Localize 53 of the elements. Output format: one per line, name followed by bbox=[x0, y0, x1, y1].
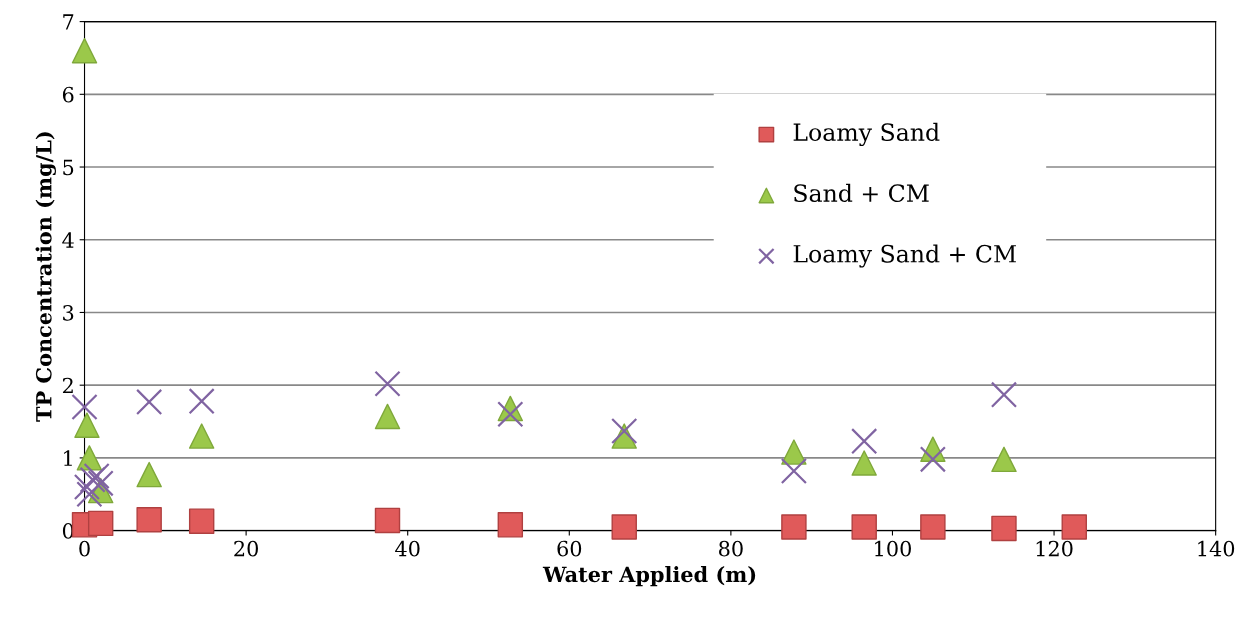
legend-label: Loamy Sand bbox=[793, 122, 940, 146]
y-tick-label: 5 bbox=[63, 159, 74, 176]
point bbox=[781, 514, 807, 540]
point bbox=[497, 401, 524, 428]
point bbox=[374, 370, 401, 397]
point bbox=[73, 473, 101, 501]
point bbox=[136, 506, 162, 533]
point bbox=[991, 446, 1017, 473]
x-tick-label: 80 bbox=[719, 540, 743, 557]
point bbox=[136, 388, 163, 416]
y-tick-label: 1 bbox=[64, 450, 72, 466]
x-tick-label: 60 bbox=[557, 540, 582, 557]
y-tick-label: 7 bbox=[63, 14, 74, 30]
point bbox=[76, 445, 103, 471]
point bbox=[188, 388, 215, 415]
point bbox=[188, 508, 215, 534]
x-tick-label: 140 bbox=[1198, 540, 1235, 557]
point bbox=[611, 514, 637, 540]
point bbox=[71, 393, 98, 421]
y-axis-title: TP Concentration (mg/L) bbox=[35, 132, 56, 422]
point bbox=[87, 510, 114, 537]
y-tick-label: 6 bbox=[62, 86, 74, 103]
point bbox=[919, 446, 947, 473]
legend-label: Loamy Sand + CM bbox=[793, 244, 1016, 268]
point bbox=[1061, 514, 1087, 540]
point bbox=[991, 515, 1017, 542]
point bbox=[71, 37, 98, 64]
point bbox=[76, 481, 103, 508]
x-tick-label: 0 bbox=[79, 540, 90, 557]
point bbox=[781, 439, 807, 465]
point bbox=[851, 514, 877, 540]
x-tick-label: 100 bbox=[875, 540, 911, 557]
x-tick-label: 20 bbox=[234, 540, 258, 557]
y-tick-label: 4 bbox=[62, 232, 74, 248]
point bbox=[990, 381, 1018, 408]
point bbox=[497, 512, 524, 538]
x-axis-title: Water Applied (m) bbox=[542, 566, 756, 587]
point bbox=[851, 428, 878, 455]
point bbox=[87, 470, 114, 497]
x-tick-label: 40 bbox=[395, 540, 420, 557]
point bbox=[188, 423, 215, 449]
point bbox=[780, 457, 808, 485]
point bbox=[920, 514, 946, 540]
point bbox=[374, 403, 401, 430]
legend-label: Sand + CM bbox=[794, 183, 929, 203]
x-tick-label: 120 bbox=[1036, 540, 1073, 557]
point bbox=[74, 412, 100, 438]
point bbox=[136, 461, 162, 488]
point bbox=[611, 417, 638, 445]
point bbox=[374, 507, 401, 534]
point bbox=[851, 450, 877, 476]
y-tick-label: 3 bbox=[63, 304, 74, 321]
y-tick-label: 2 bbox=[62, 377, 73, 394]
